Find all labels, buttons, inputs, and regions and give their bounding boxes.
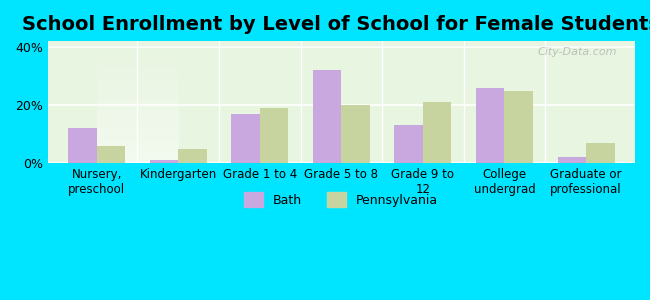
Bar bbox=[558, 158, 586, 163]
Bar bbox=[476, 88, 504, 163]
Title: School Enrollment by Level of School for Female Students: School Enrollment by Level of School for… bbox=[23, 15, 650, 34]
Bar bbox=[68, 128, 97, 163]
Bar bbox=[178, 149, 207, 163]
Bar bbox=[395, 125, 423, 163]
Bar bbox=[341, 105, 370, 163]
Bar bbox=[313, 70, 341, 163]
Bar bbox=[504, 91, 533, 163]
Bar bbox=[231, 114, 260, 163]
Bar bbox=[586, 143, 615, 163]
Bar bbox=[150, 160, 178, 163]
Bar bbox=[423, 102, 452, 163]
Bar bbox=[260, 108, 289, 163]
Bar bbox=[97, 146, 125, 163]
Legend: Bath, Pennsylvania: Bath, Pennsylvania bbox=[239, 187, 443, 212]
Text: City-Data.com: City-Data.com bbox=[538, 47, 617, 57]
